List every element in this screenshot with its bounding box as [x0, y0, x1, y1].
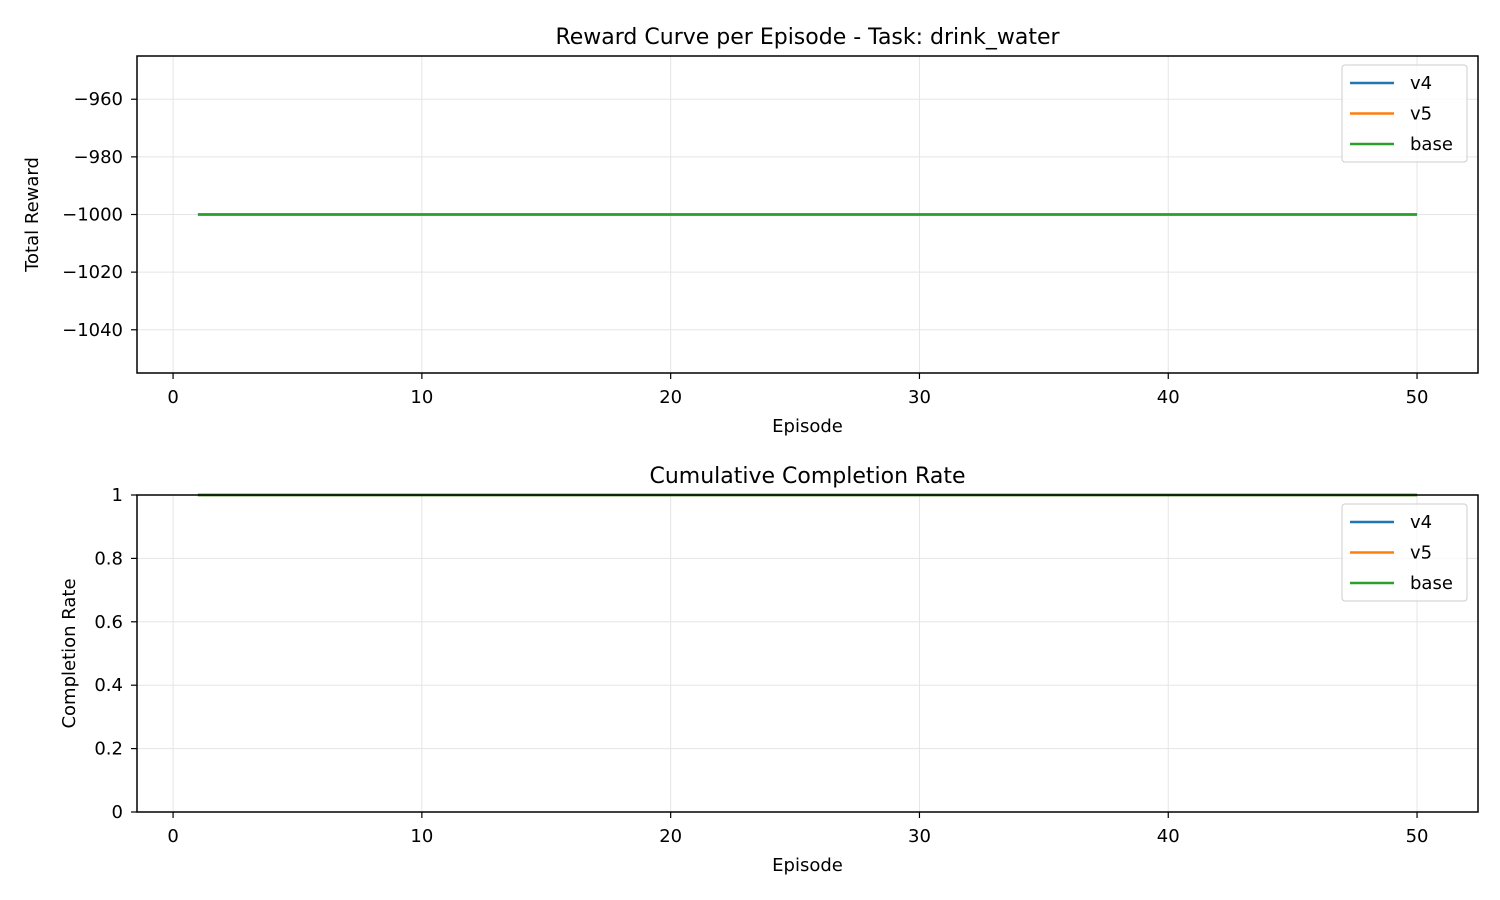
completion-rate-chart-legend: v4 v5 base — [1341, 503, 1468, 602]
legend-label-v4: v4 — [1410, 512, 1432, 533]
legend-label-v4: v4 — [1410, 73, 1432, 94]
reward-chart-ticks: 0 10 20 30 40 50 −1040 −1020 −1000 −980 −960 — [62, 89, 1428, 408]
x-tick-label: 30 — [908, 826, 931, 847]
legend-label-base: base — [1410, 134, 1453, 155]
x-tick-label: 40 — [1157, 387, 1180, 408]
reward-chart: 0 10 20 30 40 50 −1040 −1020 −1000 −980 −960 Rewar… — [22, 25, 1479, 437]
y-tick-label: −1000 — [62, 205, 123, 226]
y-tick-label: 0 — [112, 802, 123, 823]
reward-chart-title: Reward Curve per Episode - Task: drink_w… — [555, 25, 1060, 50]
completion-rate-chart-title: Cumulative Completion Rate — [649, 464, 965, 489]
x-tick-label: 30 — [908, 387, 931, 408]
legend-label-base: base — [1410, 573, 1453, 594]
x-tick-label: 0 — [167, 826, 178, 847]
y-tick-label: −1040 — [62, 320, 123, 341]
x-tick-label: 40 — [1157, 826, 1180, 847]
completion-rate-chart: 0 10 20 30 40 50 0 0.2 0.4 0.6 0.8 1 Cumulative Com… — [59, 464, 1479, 876]
reward-chart-legend-box — [1341, 64, 1468, 163]
y-tick-label: 0.4 — [94, 675, 123, 696]
completion-rate-chart-ticks: 0 10 20 30 40 50 0 0.2 0.4 0.6 0.8 1 — [94, 485, 1428, 847]
reward-chart-x-axis-label: Episode — [772, 416, 843, 437]
y-tick-label: −960 — [74, 89, 123, 110]
y-tick-label: −980 — [74, 147, 123, 168]
y-tick-label: −1020 — [62, 262, 123, 283]
completion-rate-chart-y-axis-label: Completion Rate — [59, 578, 80, 728]
reward-chart-y-axis-label: Total Reward — [22, 157, 43, 273]
x-tick-label: 10 — [410, 826, 433, 847]
y-tick-label: 0.6 — [94, 612, 123, 633]
y-tick-label: 0.8 — [94, 548, 123, 569]
x-tick-label: 50 — [1406, 826, 1429, 847]
completion-rate-chart-x-axis-label: Episode — [772, 855, 843, 876]
x-tick-label: 20 — [659, 826, 682, 847]
x-tick-label: 20 — [659, 387, 682, 408]
completion-rate-chart-frame — [136, 494, 1479, 813]
legend-label-v5: v5 — [1410, 104, 1432, 125]
y-tick-label: 0.2 — [94, 739, 123, 760]
reward-chart-legend: v4 v5 base — [1341, 64, 1468, 163]
y-tick-label: 1 — [112, 485, 123, 506]
x-tick-label: 10 — [410, 387, 433, 408]
x-tick-label: 50 — [1406, 387, 1429, 408]
x-tick-label: 0 — [167, 387, 178, 408]
legend-label-v5: v5 — [1410, 543, 1432, 564]
completion-rate-chart-legend-box — [1341, 503, 1468, 602]
